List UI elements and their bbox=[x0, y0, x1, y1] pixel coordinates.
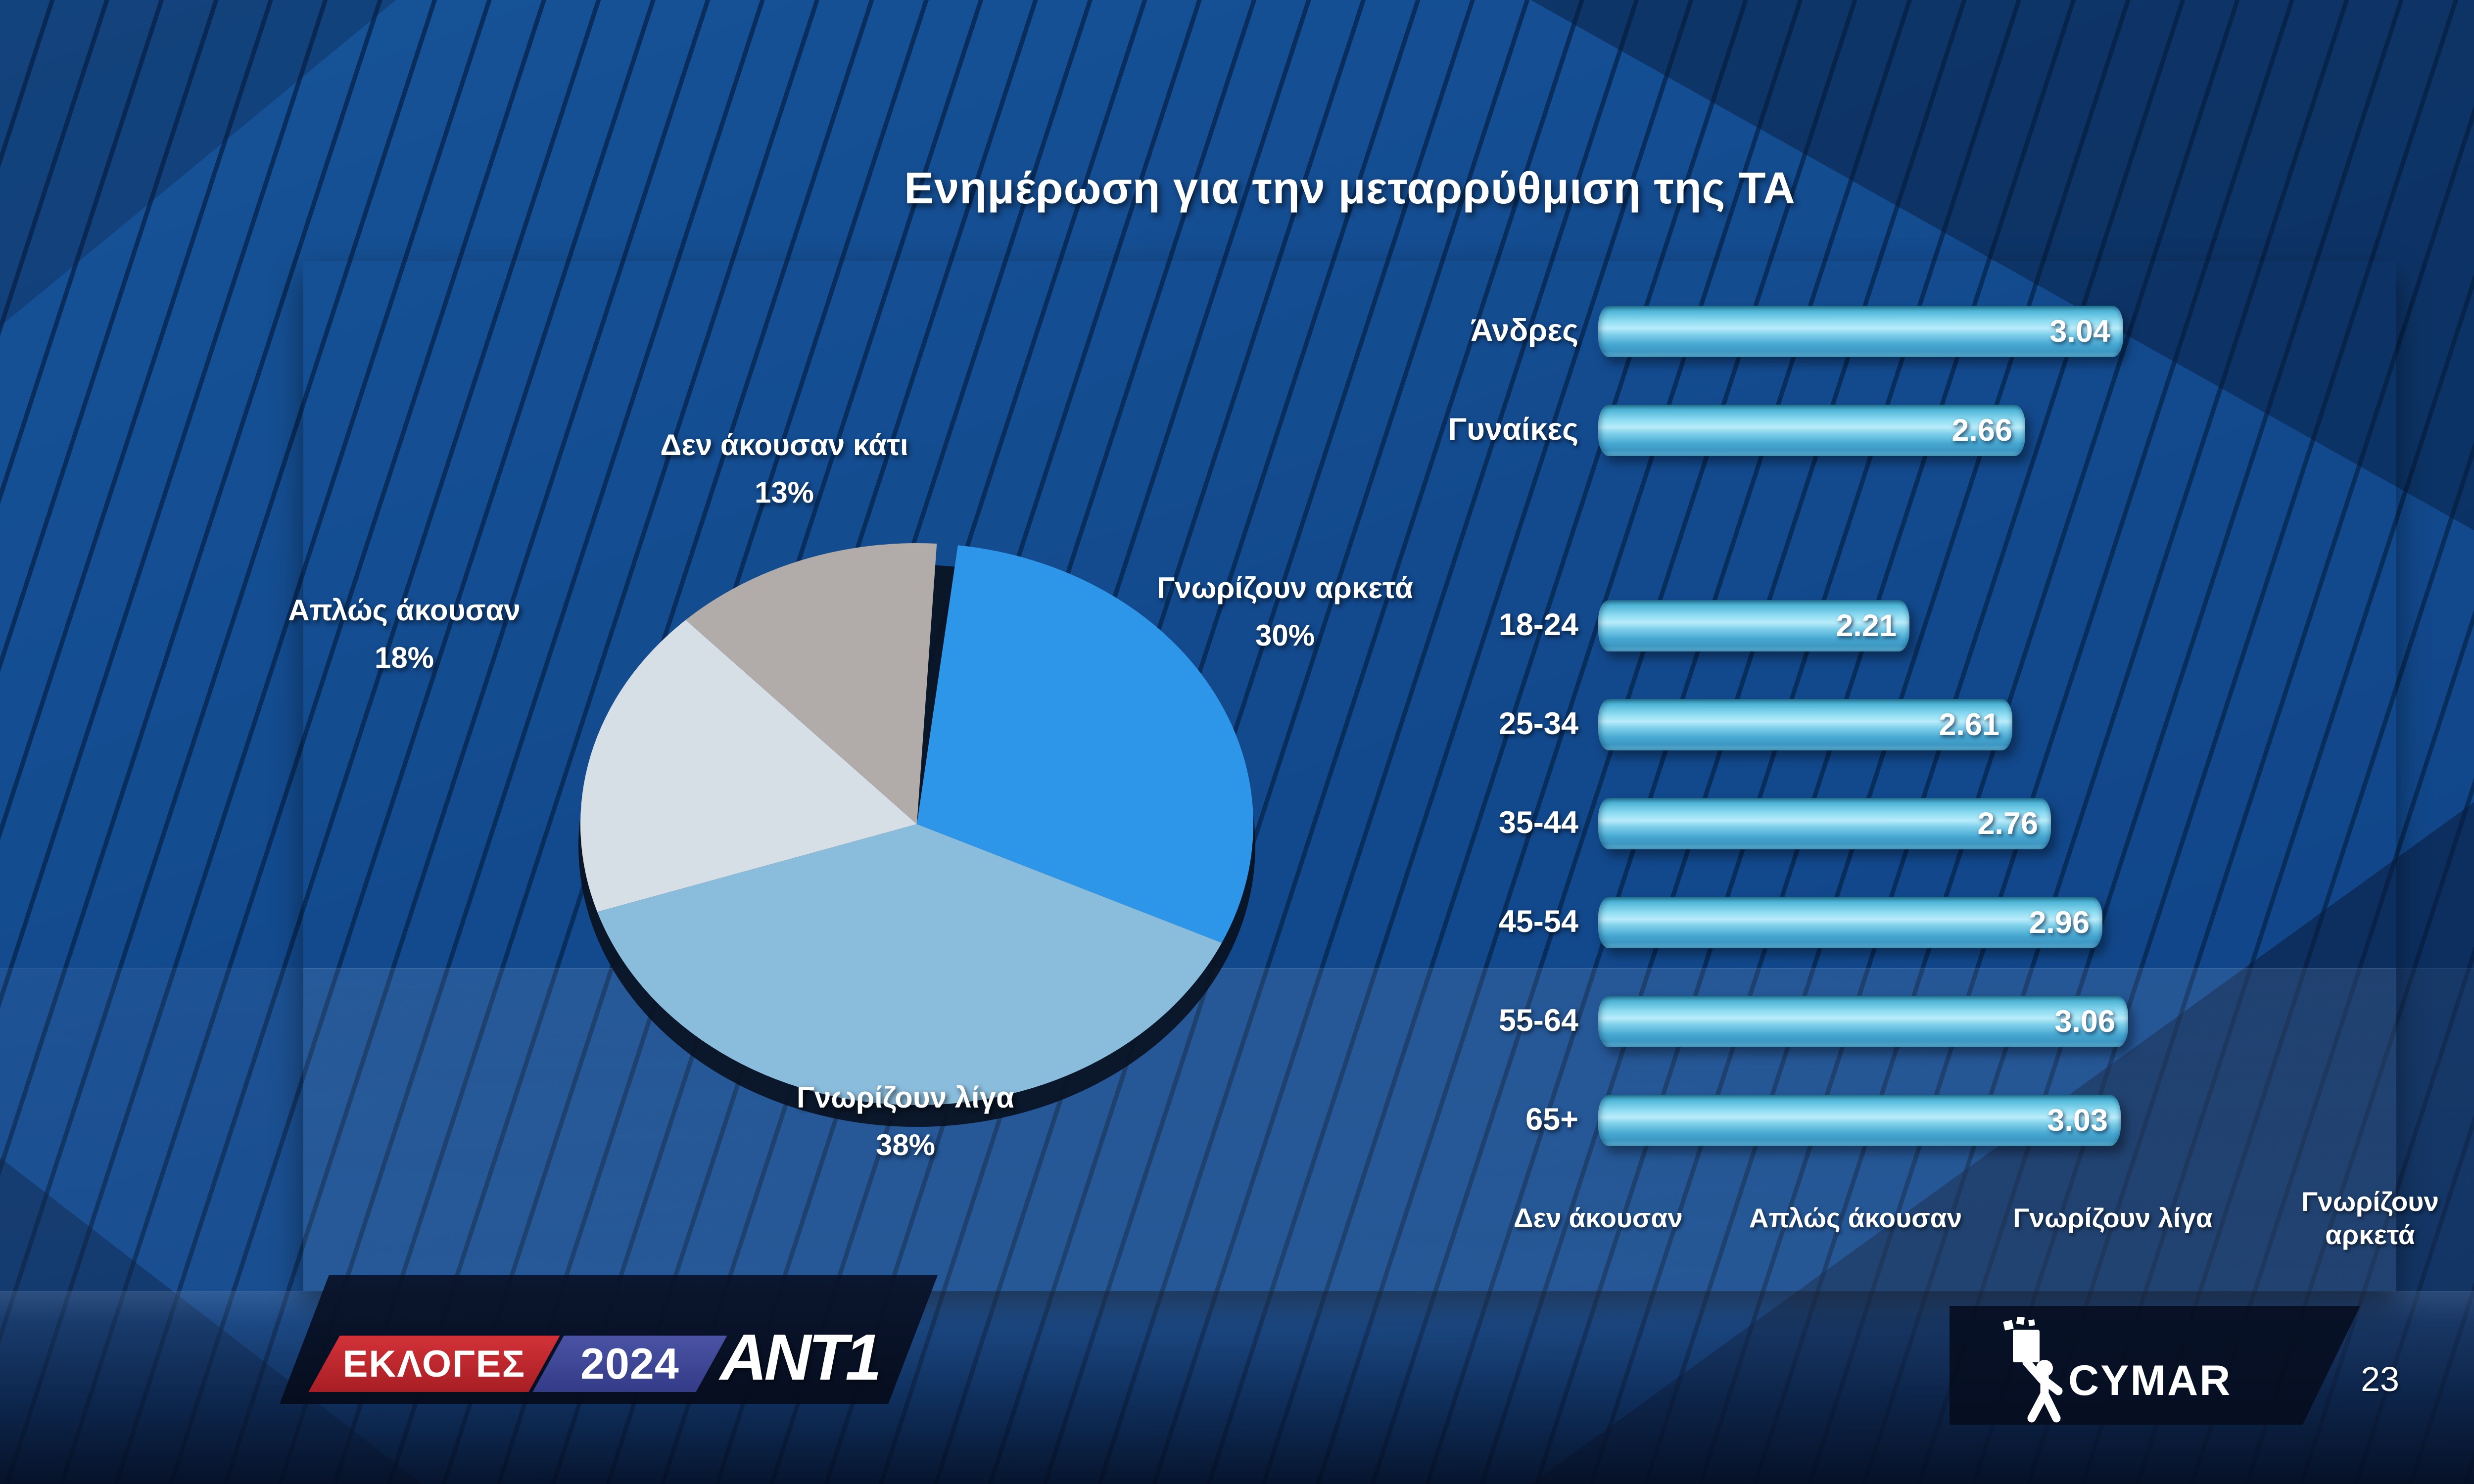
pie-label-text: Δεν άκουσαν κάτι bbox=[660, 428, 908, 462]
bar-value-label: 3.03 bbox=[2047, 1103, 2108, 1138]
pie-label-text: Γνωρίζουν αρκετά bbox=[1157, 571, 1413, 604]
bar-category-label: 45-54 bbox=[1498, 904, 1578, 939]
cymar-wordmark: CYMAR bbox=[2068, 1357, 2232, 1404]
bar-category-label: 35-44 bbox=[1498, 805, 1578, 840]
bar-category-label: 25-34 bbox=[1498, 706, 1578, 741]
chart-panel: Άνδρες 3.04 Γυναίκες 2.66 18-24 2.21 25-34 2.61… bbox=[303, 261, 2439, 1291]
bar-value-label: 2.21 bbox=[1836, 608, 1897, 643]
bar-category-label: 18-24 bbox=[1498, 607, 1578, 642]
bar-value-label: 2.76 bbox=[1977, 806, 2038, 841]
pie-slice-3 bbox=[685, 543, 937, 824]
bar: 3.06 bbox=[1598, 996, 2128, 1047]
pie-label-text: Γνωρίζουν λίγα bbox=[796, 1081, 1015, 1114]
page-number: 23 bbox=[2361, 1360, 2399, 1398]
pie-slice-2 bbox=[580, 620, 917, 912]
pie-label-pct: 13% bbox=[754, 476, 814, 509]
bar-category-label: 65+ bbox=[1525, 1102, 1578, 1137]
ant1-logo: ANT1 bbox=[720, 1321, 882, 1393]
x-axis-tick-label: Απλώς άκουσαν bbox=[1749, 1203, 1962, 1234]
elections-year: 2024 bbox=[580, 1339, 679, 1388]
page-title: Ενημέρωση για την μεταρρύθμιση της ΤΑ bbox=[904, 164, 1796, 213]
bar-value-label: 3.06 bbox=[2054, 1004, 2115, 1039]
bar: 2.76 bbox=[1598, 798, 2051, 849]
pie-label-den-akousan-kati: Δεν άκουσαν κάτι 13% bbox=[660, 421, 908, 516]
bar: 2.96 bbox=[1598, 897, 2102, 948]
bar-category-label: 55-64 bbox=[1498, 1003, 1578, 1038]
bar-value-label: 2.66 bbox=[1951, 413, 2012, 448]
pie-chart bbox=[578, 543, 1255, 1127]
x-axis-tick-label: Γνωρίζουν λίγα bbox=[2013, 1203, 2213, 1234]
pie-slice-0 bbox=[917, 545, 1254, 943]
elections-year-badge: 2024 bbox=[532, 1336, 727, 1392]
elections-label: ΕΚΛΟΓΕΣ bbox=[342, 1343, 526, 1385]
bar: 2.66 bbox=[1598, 405, 2025, 456]
x-axis-tick-label: Δεν άκουσαν bbox=[1514, 1203, 1683, 1234]
pie-label-pct: 38% bbox=[875, 1128, 936, 1161]
pie-label-pct: 30% bbox=[1255, 619, 1315, 652]
pie-label-pct: 18% bbox=[374, 641, 434, 674]
cymar-logo-backing bbox=[1950, 1306, 2360, 1425]
pie-label-aplos-akousan: Απλώς άκουσαν 18% bbox=[288, 587, 520, 682]
x-axis-tick-label: Γνωρίζουν αρκετά bbox=[2301, 1186, 2439, 1250]
bar-category-label: Άνδρες bbox=[1470, 313, 1578, 348]
bar-value-label: 2.61 bbox=[1939, 707, 1999, 742]
pie-label-gnorizoun-liga: Γνωρίζουν λίγα 38% bbox=[797, 1074, 1014, 1169]
pie-label-gnorizoun-arketa: Γνωρίζουν αρκετά 30% bbox=[1157, 564, 1413, 659]
bar: 2.21 bbox=[1598, 600, 1909, 651]
bar-value-label: 2.96 bbox=[2029, 905, 2090, 940]
elections-logo: ΕΚΛΟΓΕΣ bbox=[308, 1336, 560, 1392]
bar-category-label: Γυναίκες bbox=[1448, 412, 1578, 447]
bar: 3.04 bbox=[1598, 306, 2123, 357]
pie-label-text: Απλώς άκουσαν bbox=[288, 594, 521, 627]
pie-slice-1 bbox=[597, 824, 1222, 1106]
bar: 2.61 bbox=[1598, 699, 2012, 750]
bar: 3.03 bbox=[1598, 1095, 2121, 1146]
bar-value-label: 3.04 bbox=[2049, 314, 2110, 349]
cymar-figure-icon bbox=[2003, 1317, 2063, 1423]
